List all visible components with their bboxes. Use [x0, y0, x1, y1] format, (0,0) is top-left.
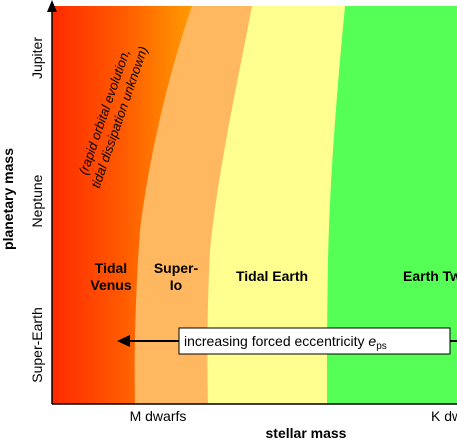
label-io: Io — [170, 277, 182, 293]
y-axis-arrow-icon — [47, 0, 57, 12]
ytick-super-earth: Super-Earth — [29, 307, 45, 382]
ytick-neptune: Neptune — [29, 174, 45, 227]
region-tidal-venus — [52, 6, 192, 404]
arrow-label-box — [178, 327, 451, 355]
arrow-label-text: increasing forced eccentricity — [184, 333, 368, 349]
xtick-m-dwarfs: M dwarfs — [130, 408, 187, 424]
arrow-head-icon — [117, 335, 130, 347]
x-axis-label: stellar mass — [266, 425, 347, 440]
arrow-label-subscript: ps — [376, 341, 387, 352]
label-super: Super- — [154, 260, 199, 276]
xtick-k-dwarfs: K dwarfs — [431, 408, 457, 424]
arrow-label-symbol: e — [368, 333, 376, 349]
plot-area — [52, 6, 457, 404]
label-tidal-earth: Tidal Earth — [236, 268, 308, 284]
ytick-jupiter: Jupiter — [29, 37, 45, 79]
arrow-label: increasing forced eccentricity eps — [184, 333, 387, 352]
label-venus: Venus — [90, 277, 131, 293]
y-axis-label: planetary mass — [0, 148, 16, 250]
label-tidal: Tidal — [95, 260, 127, 276]
